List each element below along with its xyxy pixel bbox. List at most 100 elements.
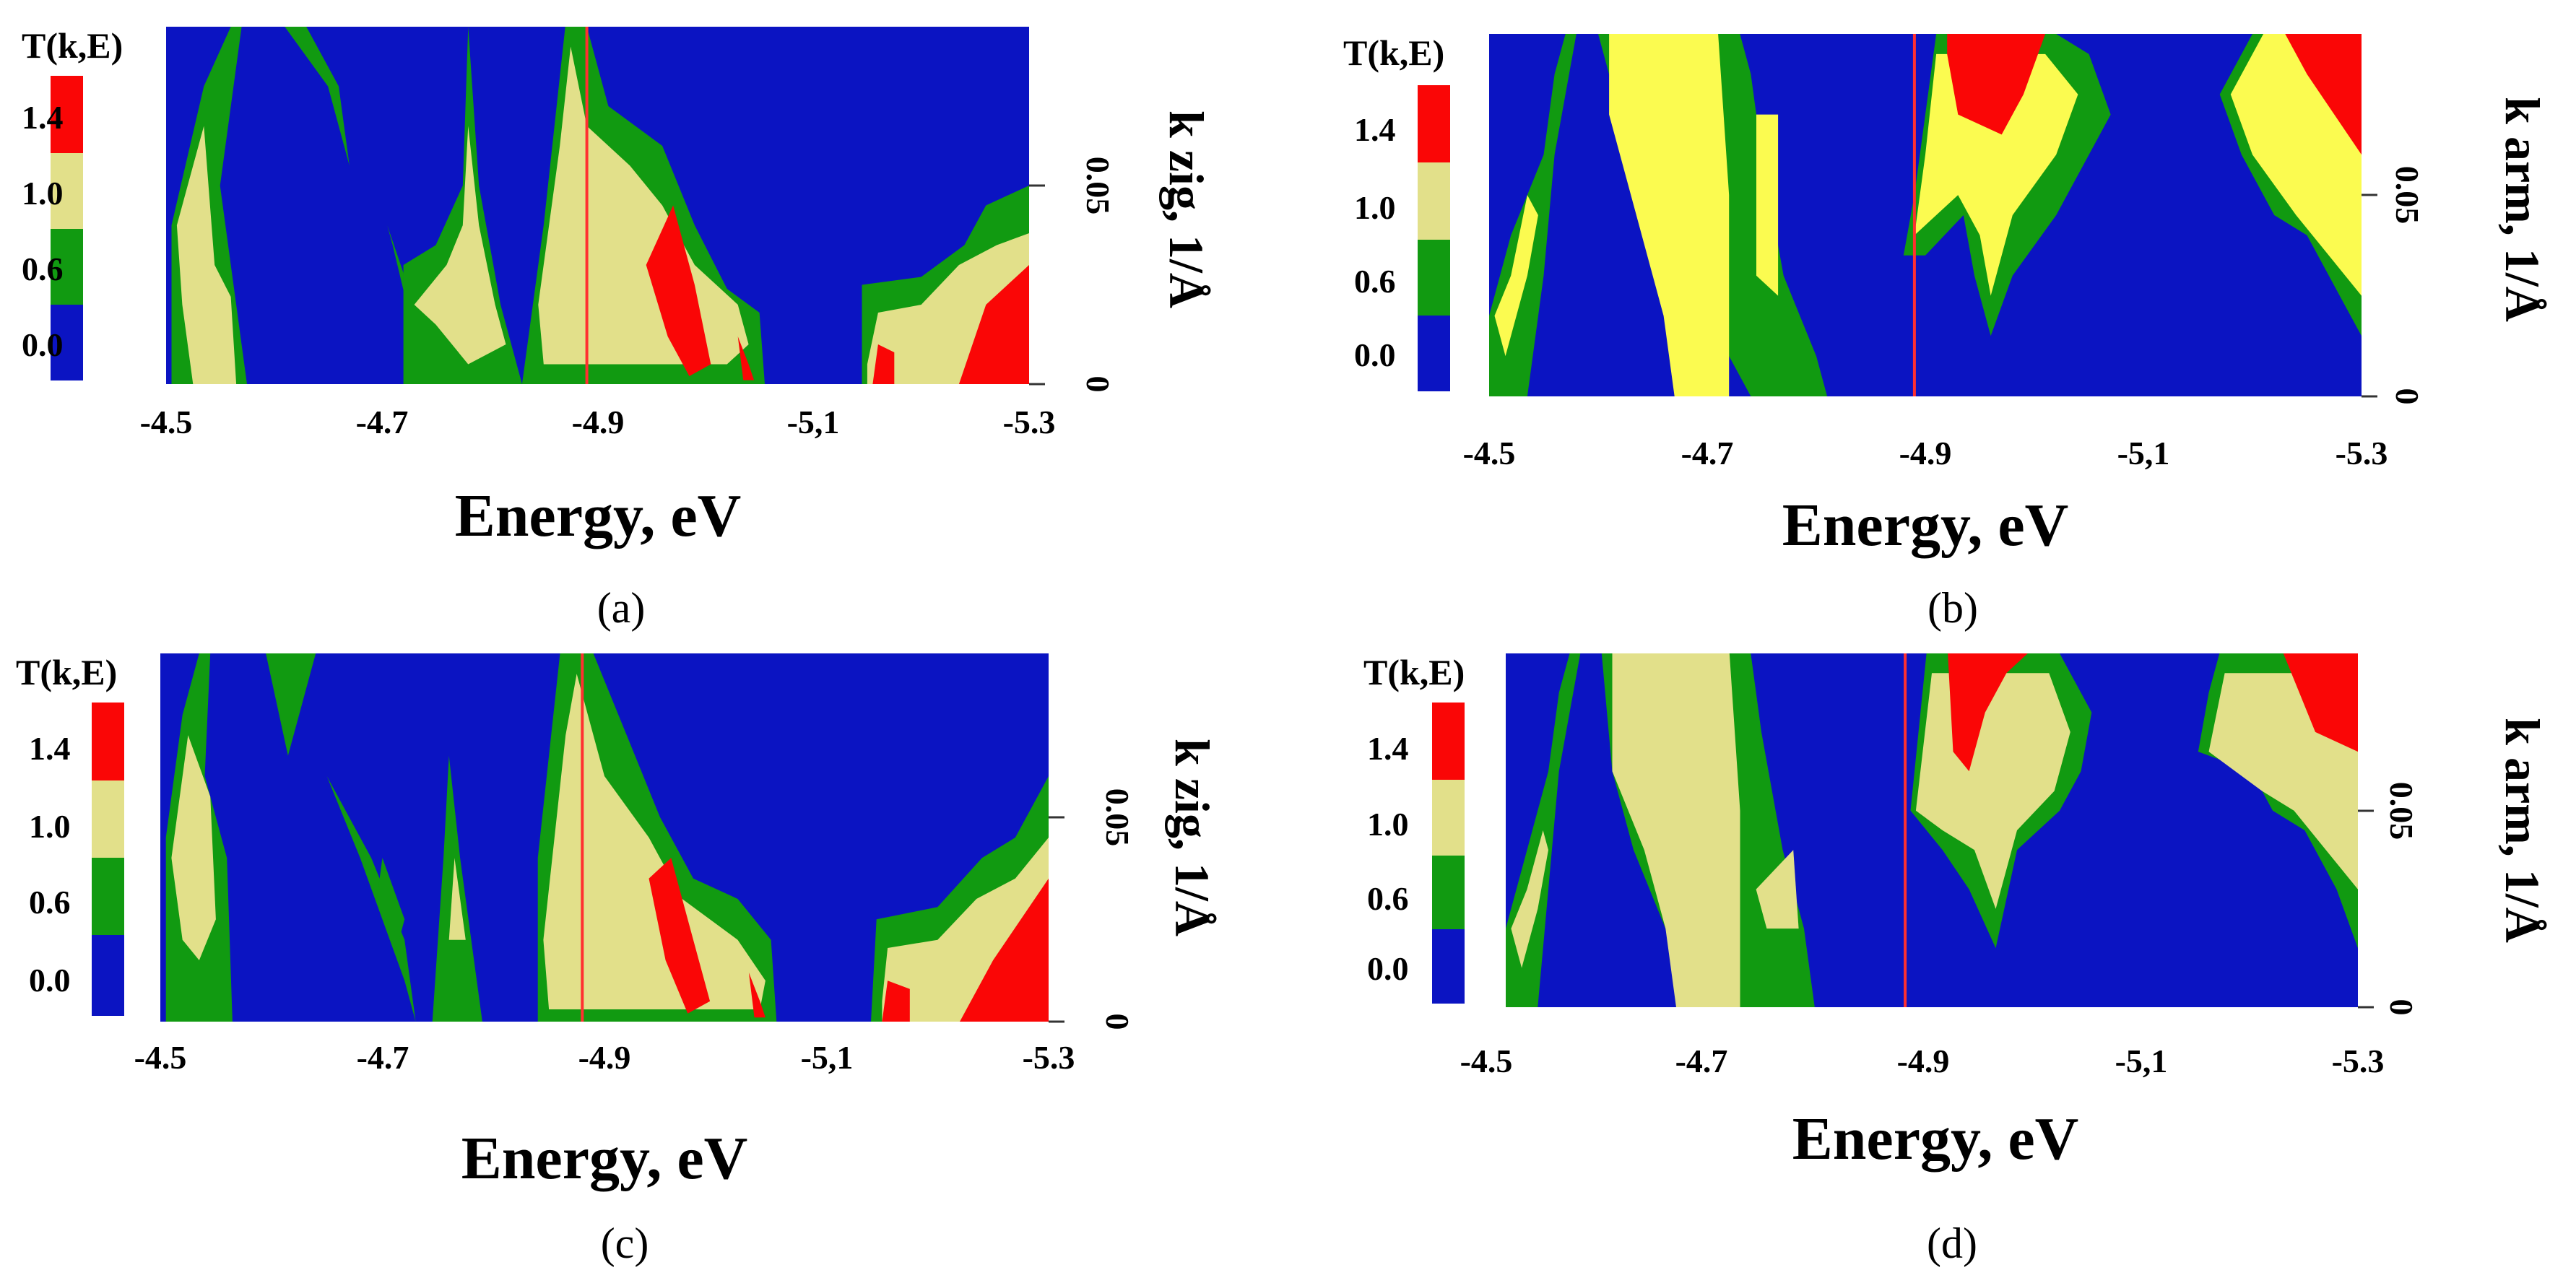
colorbar-level-0.0-a: 0.0 <box>22 326 64 363</box>
colorbar-red-c <box>92 703 124 780</box>
x-tick-a-3: -4.9 <box>572 404 625 440</box>
colorbar-level-0.6-c: 0.6 <box>29 884 71 921</box>
colorbar-level-1.0-d: 1.0 <box>1367 806 1409 843</box>
panel-b: T(k,E) 1.4 1.0 0.6 0.0 -4.5 -4.7 -4.9 -5… <box>1343 32 2550 632</box>
regions-a <box>171 27 1029 384</box>
x-axis-label-c: Energy, eV <box>461 1125 748 1192</box>
region-b-2-yellow <box>1494 195 1538 357</box>
y-tick-d-0: 0 <box>2383 999 2420 1016</box>
regions-d <box>1506 653 2358 1007</box>
x-axis-label-a: Energy, eV <box>455 482 742 549</box>
regions-b <box>1489 34 2362 396</box>
colorbar-green-a <box>51 229 83 305</box>
colorbar-red-d <box>1432 703 1465 780</box>
region-a-3-green <box>285 27 350 166</box>
region-c-11-red <box>748 973 766 1018</box>
region-a-8-khaki <box>538 46 749 365</box>
x-tick-d-3: -4.9 <box>1897 1043 1950 1079</box>
x-axis-label-d: Energy, eV <box>1792 1105 2079 1173</box>
colorbar-level-0.0-b: 0.0 <box>1354 336 1396 373</box>
colorbar-level-1.0-c: 1.0 <box>29 808 71 845</box>
x-tick-a-5: -5.3 <box>1003 404 1056 440</box>
colorbar-red-a <box>51 76 83 153</box>
region-d-11-red <box>2283 653 2358 752</box>
y-tick-b-0: 0 <box>2389 388 2426 405</box>
colorbar-level-1.4-c: 1.4 <box>29 730 71 767</box>
x-tick-d-5: -5.3 <box>2332 1043 2385 1079</box>
y-ticks-a: 0 0.05 <box>1029 157 1116 393</box>
x-ticks-c: -4.5 -4.7 -4.9 -5,1 -5.3 <box>134 1039 1075 1076</box>
region-d-2-khaki <box>1511 830 1548 968</box>
region-a-2-khaki <box>176 126 237 384</box>
caption-c: (c) <box>601 1219 649 1267</box>
region-a-6-khaki <box>414 126 506 365</box>
colorbar-b <box>1418 85 1450 391</box>
region-a-13-red <box>872 344 895 384</box>
colorbar-khaki-a <box>51 153 83 229</box>
colorbar-level-0.0-c: 0.0 <box>29 962 71 999</box>
caption-a: (a) <box>597 584 646 632</box>
colorbar-green-d <box>1432 856 1465 929</box>
colorbar-title-d: T(k,E) <box>1363 652 1465 692</box>
y-tick-b-1: 0.05 <box>2389 166 2426 225</box>
colorbar-level-1.0-a: 1.0 <box>22 175 64 212</box>
x-tick-c-1: -4.5 <box>134 1039 187 1076</box>
y-ticks-c: 0 0.05 <box>1049 788 1136 1030</box>
y-axis-label-b: k arm, 1/Å <box>2495 97 2550 322</box>
x-ticks-a: -4.5 -4.7 -4.9 -5,1 -5.3 <box>140 404 1056 440</box>
x-tick-b-2: -4.7 <box>1681 435 1734 471</box>
colorbar-title-c: T(k,E) <box>16 652 117 692</box>
colorbar-level-1.0-b: 1.0 <box>1354 189 1396 226</box>
y-axis-label-a: k zig, 1/Å <box>1159 110 1214 308</box>
x-tick-c-5: -5.3 <box>1023 1039 1075 1076</box>
region-c-10-red <box>649 858 711 1014</box>
y-axis-label-c: k zig, 1/Å <box>1165 739 1220 936</box>
colorbar-level-0.6-a: 0.6 <box>22 251 64 287</box>
x-tick-d-1: -4.5 <box>1460 1043 1513 1079</box>
y-tick-d-1: 0.05 <box>2383 782 2420 840</box>
colorbar-level-0.6-b: 0.6 <box>1354 263 1396 300</box>
region-c-3-green <box>266 653 316 756</box>
colorbar-yellow-b <box>1418 162 1450 240</box>
x-axis-label-b: Energy, eV <box>1782 492 2069 559</box>
x-tick-b-4: -5,1 <box>2117 435 2170 471</box>
panel-c: T(k,E) 1.4 1.0 0.6 0.0 -4.5 -4.7 -4.9 -5… <box>16 652 1220 1267</box>
region-d-4-khaki <box>1612 653 1740 1007</box>
x-tick-a-4: -5,1 <box>787 404 840 440</box>
x-tick-a-2: -4.7 <box>356 404 409 440</box>
x-ticks-b: -4.5 -4.7 -4.9 -5,1 -5.3 <box>1463 435 2388 471</box>
y-axis-label-d: k arm, 1/Å <box>2495 718 2550 943</box>
x-tick-b-3: -4.9 <box>1899 435 1952 471</box>
x-tick-a-1: -4.5 <box>140 404 193 440</box>
colorbar-d <box>1432 703 1465 1004</box>
colorbar-green-b <box>1418 240 1450 316</box>
region-c-15-red <box>960 878 1049 1022</box>
colorbar-red-b <box>1418 85 1450 162</box>
region-a-14-red <box>958 265 1029 384</box>
x-ticks-d: -4.5 -4.7 -4.9 -5,1 -5.3 <box>1460 1043 2385 1079</box>
regions-c <box>165 653 1049 1022</box>
colorbar-c <box>92 703 124 1016</box>
x-tick-c-4: -5,1 <box>801 1039 854 1076</box>
y-tick-c-1: 0.05 <box>1099 788 1136 847</box>
colorbar-green-c <box>92 858 124 935</box>
colorbar-level-0.6-d: 0.6 <box>1367 880 1409 917</box>
region-a-9-red <box>646 205 711 376</box>
region-b-5-yellow <box>1756 114 1779 296</box>
colorbar-blue-a <box>51 305 83 380</box>
caption-b: (b) <box>1927 584 1978 632</box>
y-tick-c-0: 0 <box>1099 1014 1136 1030</box>
region-b-7-yellow <box>1914 53 2078 296</box>
region-c-7-khaki <box>448 858 466 940</box>
colorbar-blue-d <box>1432 929 1465 1004</box>
colorbar-title-b: T(k,E) <box>1343 32 1444 73</box>
x-tick-c-2: -4.7 <box>357 1039 409 1076</box>
colorbar-khaki-c <box>92 780 124 858</box>
region-c-5-green <box>376 858 405 940</box>
x-tick-d-4: -5,1 <box>2115 1043 2168 1079</box>
x-tick-b-1: -4.5 <box>1463 435 1516 471</box>
panel-a: T(k,E) 1.4 1.0 0.6 0.0 -4.5 -4.7 -4.9 -5… <box>22 25 1214 632</box>
colorbar-level-0.0-d: 0.0 <box>1367 950 1409 987</box>
panel-d: T(k,E) 1.4 1.0 0.6 0.0 -4.5 -4.7 -4.9 -5… <box>1363 652 2550 1267</box>
colorbar-level-1.4-b: 1.4 <box>1354 111 1396 148</box>
